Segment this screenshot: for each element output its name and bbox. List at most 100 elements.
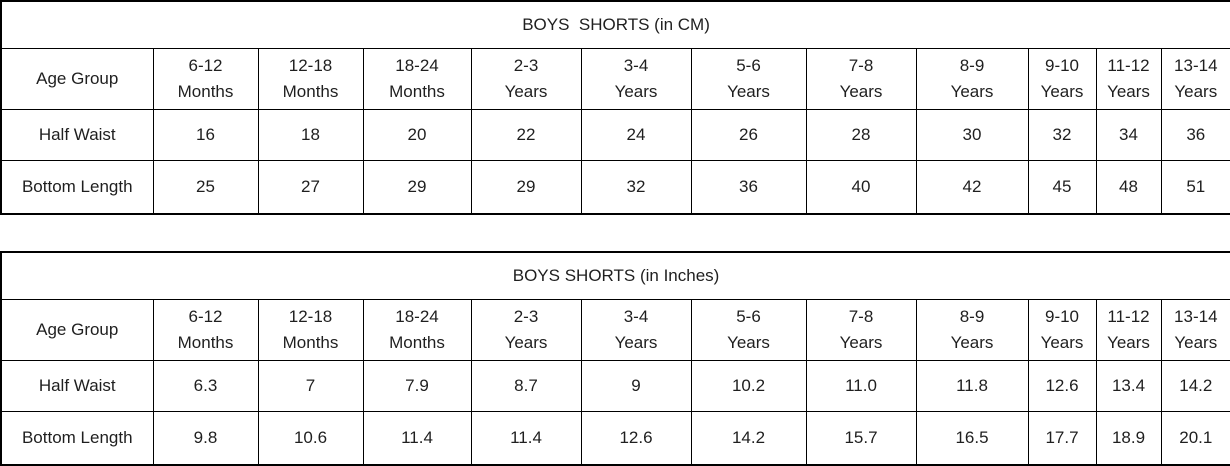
column-header-cell: 6-12 Months (152, 299, 259, 361)
value-cell: 18 (257, 109, 364, 161)
age-range-text: 7-8 (848, 56, 874, 75)
column-header-cell: 12-18 Months (257, 299, 364, 361)
table-row: Half Waist 16 18 20 22 24 26 28 30 32 34 36 (0, 109, 1230, 161)
age-range-text: 13-14 (1174, 307, 1218, 326)
row-label: Half Waist (0, 109, 154, 161)
column-header-cell: 8-9 Years (915, 48, 1029, 110)
age-period-text: Months (177, 333, 234, 352)
age-range-text: 3-4 (623, 307, 649, 326)
value-cell: 36 (690, 160, 807, 215)
age-range-text: 6-12 (188, 307, 223, 326)
value-cell: 11.4 (470, 411, 582, 466)
value-cell: 29 (362, 160, 472, 215)
table-title: BOYS SHORTS (in Inches) (512, 266, 720, 285)
value-cell: 34 (1095, 109, 1162, 161)
age-range-text: 6-12 (188, 56, 223, 75)
value-cell: 40 (805, 160, 917, 215)
age-period-text: Years (950, 333, 994, 352)
age-range-text: 8-9 (959, 307, 985, 326)
age-group-label-cell: Age Group (0, 48, 154, 110)
age-range-text: 11-12 (1107, 307, 1150, 326)
column-header-cell: 7-8 Years (805, 48, 917, 110)
value-cell: 27 (257, 160, 364, 215)
column-header-cell: 9-10 Years (1027, 48, 1097, 110)
value-cell: 10.6 (257, 411, 364, 466)
column-header-cell: 5-6 Years (690, 48, 807, 110)
row-label: Half Waist (0, 360, 154, 412)
value-cell: 28 (805, 109, 917, 161)
age-period-text: Years (1174, 82, 1218, 101)
value-cell: 12.6 (580, 411, 692, 466)
boys-shorts-cm-table: BOYS SHORTS (in CM) Age Group 6-12 Months 1… (0, 0, 1230, 215)
column-header-cell: 11-12 Years (1095, 299, 1162, 361)
age-period-text: Years (839, 333, 883, 352)
table-row: Bottom Length 9.8 10.6 11.4 11.4 12.6 14.2 15.7… (0, 411, 1230, 466)
value-cell: 12.6 (1027, 360, 1097, 412)
value-cell: 32 (580, 160, 692, 215)
value-cell: 7.9 (362, 360, 472, 412)
age-period-text: Years (950, 82, 994, 101)
value-cell: 48 (1095, 160, 1162, 215)
value-cell: 42 (915, 160, 1029, 215)
value-cell: 16.5 (915, 411, 1029, 466)
value-cell: 15.7 (805, 411, 917, 466)
age-range-text: 2-3 (513, 56, 539, 75)
age-period-text: Years (504, 333, 548, 352)
column-header-cell: 18-24 Months (362, 48, 472, 110)
age-period-text: Years (1040, 82, 1084, 101)
age-range-text: 9-10 (1044, 307, 1080, 326)
age-period-text: Years (1107, 82, 1150, 101)
value-cell: 51 (1160, 160, 1230, 215)
value-cell: 29 (470, 160, 582, 215)
value-cell: 17.7 (1027, 411, 1097, 466)
age-period-text: Years (727, 82, 770, 101)
value-cell: 8.7 (470, 360, 582, 412)
column-header-cell: 6-12 Months (152, 48, 259, 110)
age-range-text: 8-9 (959, 56, 985, 75)
age-period-text: Years (1107, 333, 1150, 352)
age-period-text: Months (177, 82, 234, 101)
column-header-cell: 11-12 Years (1095, 48, 1162, 110)
column-header-cell: 9-10 Years (1027, 299, 1097, 361)
value-cell: 26 (690, 109, 807, 161)
age-range-text: 5-6 (736, 307, 761, 326)
age-group-header-row: Age Group 6-12 Months 12-18 Months 18-24 Month… (0, 299, 1230, 361)
age-period-text: Years (614, 82, 658, 101)
value-cell: 22 (470, 109, 582, 161)
value-cell: 14.2 (690, 411, 807, 466)
column-header-cell: 3-4 Years (580, 299, 692, 361)
age-period-text: Years (839, 82, 883, 101)
table-row: Bottom Length 25 27 29 29 32 36 40 42 45 48 51 (0, 160, 1230, 215)
row-label: Bottom Length (0, 411, 154, 466)
value-cell: 11.4 (362, 411, 472, 466)
age-period-text: Years (727, 333, 770, 352)
value-cell: 9 (580, 360, 692, 412)
value-cell: 9.8 (152, 411, 259, 466)
age-period-text: Months (282, 333, 339, 352)
column-header-cell: 13-14 Years (1160, 48, 1230, 110)
age-range-text: 7-8 (848, 307, 874, 326)
age-range-text: 18-24 (395, 56, 439, 75)
column-header-cell: 5-6 Years (690, 299, 807, 361)
value-cell: 20.1 (1160, 411, 1230, 466)
column-header-cell: 18-24 Months (362, 299, 472, 361)
table-gap (0, 215, 1230, 251)
age-period-text: Years (1040, 333, 1084, 352)
age-range-text: 9-10 (1044, 56, 1080, 75)
column-header-cell: 12-18 Months (257, 48, 364, 110)
value-cell: 6.3 (152, 360, 259, 412)
value-cell: 10.2 (690, 360, 807, 412)
age-range-text: 13-14 (1174, 56, 1218, 75)
value-cell: 11.0 (805, 360, 917, 412)
column-header-cell: 7-8 Years (805, 299, 917, 361)
age-period-text: Months (389, 82, 445, 101)
column-header-cell: 8-9 Years (915, 299, 1029, 361)
age-range-text: 12-18 (288, 56, 333, 75)
column-header-cell: 2-3 Years (470, 48, 582, 110)
age-range-text: 12-18 (288, 307, 333, 326)
value-cell: 36 (1160, 109, 1230, 161)
value-cell: 7 (257, 360, 364, 412)
table-title-row: BOYS SHORTS (in CM) (0, 0, 1230, 49)
age-range-text: 3-4 (623, 56, 649, 75)
